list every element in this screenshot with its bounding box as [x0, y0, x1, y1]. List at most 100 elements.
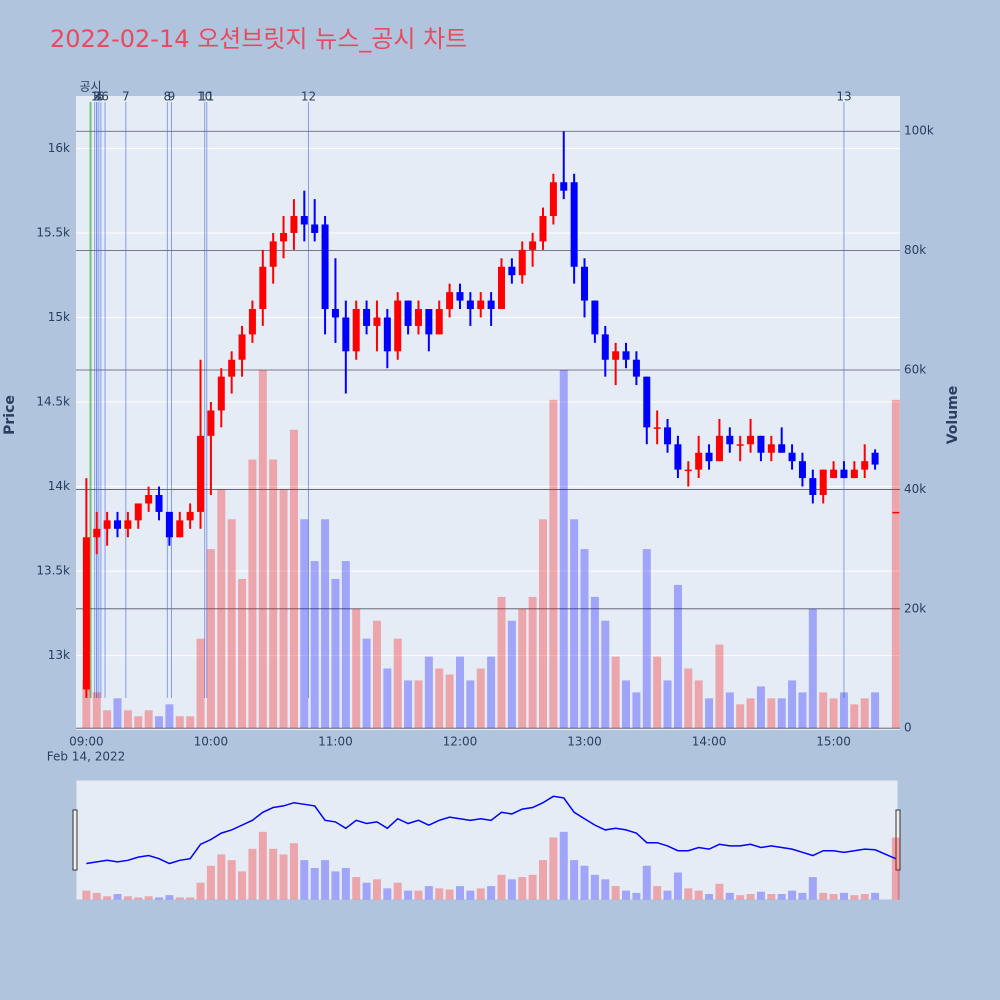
slider-volume-bar — [300, 860, 309, 900]
news-label: 7 — [122, 90, 130, 104]
slider-volume-bar — [860, 894, 869, 900]
slider-volume-bar — [372, 879, 381, 900]
volume-bar — [238, 578, 247, 729]
volume-bar — [756, 686, 765, 729]
volume-bar — [217, 489, 226, 729]
volume-bar — [507, 620, 516, 729]
slider-volume-bar — [362, 882, 371, 900]
volume-bar — [788, 680, 797, 729]
slider-volume-bar — [549, 837, 558, 900]
candle-body — [446, 292, 454, 310]
news-label: 5 — [97, 90, 105, 104]
news-label: 8 — [164, 90, 172, 104]
y-tick-label: 15k — [48, 310, 70, 324]
slider-volume-bar — [123, 896, 132, 900]
slider-volume-bar — [684, 888, 693, 900]
candle-body — [414, 309, 422, 326]
slider-volume-bar — [238, 871, 247, 900]
slider-volume-bar — [632, 892, 641, 900]
volume-bar — [871, 692, 880, 729]
y2-tick-label: 60k — [904, 363, 926, 377]
slider-volume-bar — [258, 831, 267, 900]
x-tick-label: 12:00 — [443, 735, 478, 749]
slider-volume-bar — [393, 882, 402, 900]
y2-tick-label: 0 — [904, 721, 912, 735]
y-tick-label: 14k — [48, 479, 70, 493]
candle-body — [124, 520, 132, 529]
slider-handle[interactable] — [895, 809, 901, 871]
news-label: 3 — [93, 90, 101, 104]
y2-tick-label: 80k — [904, 243, 926, 257]
news-label: 11 — [199, 90, 214, 104]
volume-bar — [819, 692, 828, 729]
volume-bar — [92, 692, 101, 729]
slider-volume-bar — [424, 886, 433, 900]
news-label: 9 — [168, 90, 176, 104]
volume-bar — [258, 370, 267, 729]
candle-body — [560, 182, 568, 191]
y2-tick-label: 40k — [904, 482, 926, 496]
candle-body — [664, 427, 672, 445]
news-label: 12 — [301, 90, 316, 104]
candle-body — [425, 309, 433, 335]
slider-volume-bar — [206, 865, 215, 900]
slider-volume-bar — [331, 871, 340, 900]
x-tick-label: 15:00 — [816, 735, 851, 749]
news-label: 13 — [836, 90, 851, 104]
candle-body — [612, 351, 620, 360]
slider-volume-bar — [798, 892, 807, 900]
candle-body — [93, 528, 101, 538]
volume-bar — [155, 716, 164, 729]
candle-body — [363, 309, 371, 326]
slider-volume-bar — [725, 892, 734, 900]
y2-tick-label: 20k — [904, 601, 926, 615]
volume-bar — [860, 698, 869, 729]
candle-body — [290, 216, 298, 233]
y2-axis-title: Volume — [945, 386, 961, 445]
candle-body — [487, 300, 495, 310]
y-tick-label: 15.5k — [36, 225, 70, 239]
slider-volume-bar — [455, 886, 464, 900]
candle-body — [684, 469, 692, 472]
slider-volume-bar — [476, 888, 485, 900]
news-label: 10 — [197, 90, 212, 104]
volume-bar — [746, 698, 755, 729]
volume-bar — [248, 459, 257, 729]
candle-body — [539, 216, 547, 242]
volume-bar — [227, 519, 236, 729]
candle-body — [207, 410, 215, 436]
volume-bar — [611, 656, 620, 729]
candle-body — [373, 317, 381, 326]
volume-bar — [518, 608, 527, 729]
x-tick-label: 09:00 — [69, 735, 104, 749]
slider-volume-bar — [341, 868, 350, 900]
volume-bar — [580, 549, 589, 729]
news-label: 2 — [93, 90, 101, 104]
volume-bar — [393, 638, 402, 729]
slider-volume-bar — [590, 874, 599, 900]
x-tick-label: 11:00 — [318, 735, 353, 749]
slider-volume-bar — [155, 897, 164, 900]
volume-bar — [487, 656, 496, 729]
news-label: 4 — [95, 90, 103, 104]
candle-body — [248, 309, 256, 335]
volume-bar — [196, 638, 205, 729]
slider-volume-bar — [414, 890, 423, 900]
candle-body — [280, 232, 288, 242]
slider-volume-bar — [788, 890, 797, 900]
slider-volume-bar — [850, 895, 859, 900]
slider-volume-bar — [570, 860, 579, 900]
candle-body — [497, 266, 505, 310]
news-label: 1 — [91, 90, 99, 104]
volume-bar — [632, 692, 641, 729]
slider-volume-bar — [673, 872, 682, 900]
slider-volume-bar — [134, 897, 143, 900]
slider-volume-bar — [113, 894, 122, 900]
volume-bar — [445, 674, 454, 729]
range-slider[interactable] — [75, 779, 899, 901]
candle-body — [632, 359, 640, 377]
volume-bar — [839, 692, 848, 729]
volume-bar — [694, 680, 703, 729]
slider-handle[interactable] — [72, 809, 78, 871]
volume-bar — [289, 429, 298, 729]
